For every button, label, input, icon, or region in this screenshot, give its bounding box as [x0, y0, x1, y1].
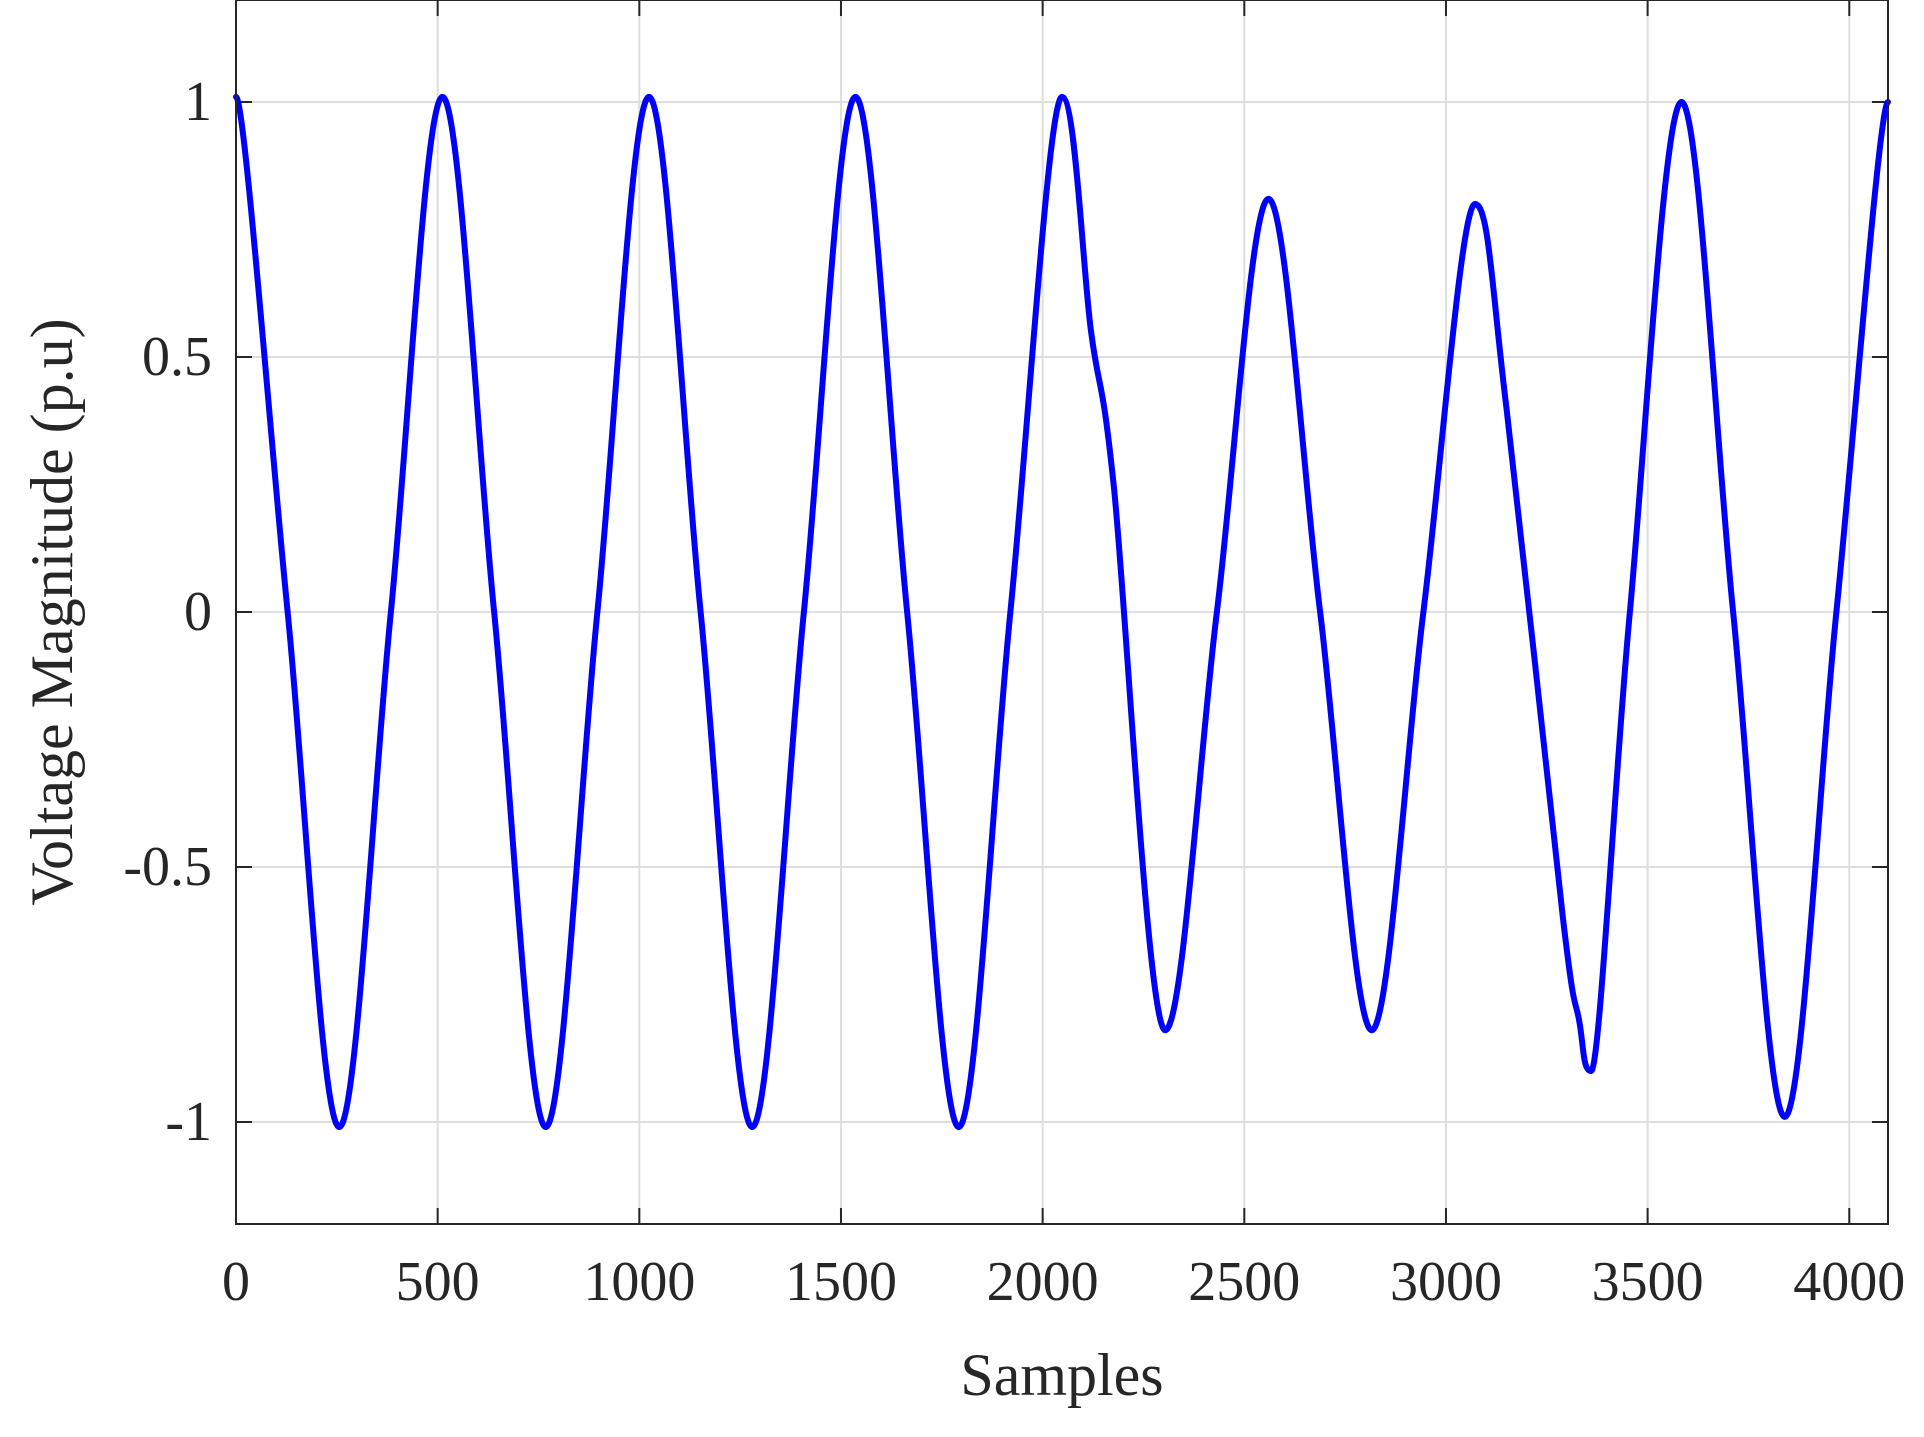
x-axis-label: Samples — [960, 1342, 1163, 1408]
series-line — [233, 93, 1891, 1131]
y-tick-label: -1 — [165, 1091, 212, 1153]
series-layer — [233, 93, 1891, 1131]
y-tick-label: 0.5 — [142, 326, 212, 388]
y-axis-label: Voltage Magnitude (p.u) — [19, 318, 85, 905]
x-tick-labels: 0 500 1000 1500 2000 2500 3000 3500 4000 — [222, 1251, 1905, 1313]
x-tick-label: 4000 — [1793, 1251, 1905, 1313]
x-tick-label: 3000 — [1390, 1251, 1502, 1313]
x-tick-label: 0 — [222, 1251, 250, 1313]
x-tick-label: 500 — [396, 1251, 480, 1313]
x-tick-label: 1500 — [785, 1251, 897, 1313]
x-tick-label: 3500 — [1592, 1251, 1704, 1313]
plot-frame — [235, 0, 1889, 1225]
y-tick-label: -0.5 — [123, 836, 212, 898]
y-tick-label: 0 — [184, 581, 212, 643]
x-tick-label: 1000 — [583, 1251, 695, 1313]
x-tick-label: 2000 — [987, 1251, 1099, 1313]
y-tick-labels: -1 -0.5 0 0.5 1 — [123, 71, 212, 1153]
x-tick-label: 2500 — [1188, 1251, 1300, 1313]
y-tick-label: 1 — [184, 71, 212, 133]
